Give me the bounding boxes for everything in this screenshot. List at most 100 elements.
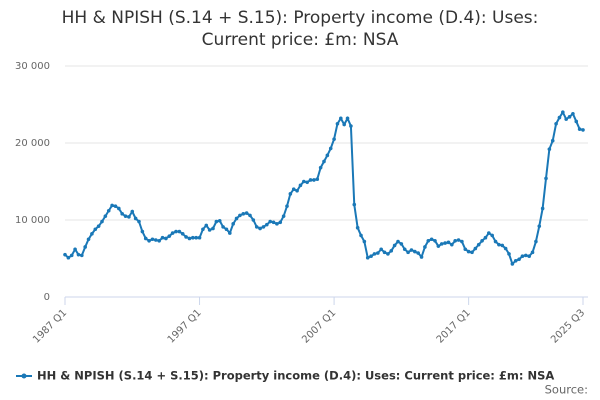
point — [180, 232, 185, 236]
point — [127, 215, 131, 219]
point — [402, 247, 407, 252]
point — [480, 238, 484, 243]
point — [487, 231, 491, 235]
point — [433, 238, 437, 243]
point — [439, 242, 444, 246]
point — [187, 236, 192, 241]
point — [510, 262, 515, 266]
point — [413, 249, 417, 254]
y-tick-label: 20 000 — [15, 138, 50, 149]
point — [312, 178, 316, 182]
point — [517, 257, 521, 262]
x-tick-label: 2007 Q1 — [300, 307, 338, 345]
point — [389, 249, 394, 253]
point — [315, 177, 320, 181]
point — [399, 242, 404, 246]
point — [372, 252, 377, 256]
point — [244, 211, 249, 215]
point — [90, 232, 94, 236]
point — [423, 245, 427, 249]
point — [540, 206, 545, 211]
point — [143, 236, 148, 241]
point — [527, 254, 531, 258]
point — [416, 251, 420, 255]
point — [184, 235, 188, 239]
point — [355, 225, 360, 230]
point — [66, 255, 71, 260]
point — [241, 212, 246, 216]
point — [524, 253, 528, 258]
x-tick-label: 1987 Q1 — [31, 307, 69, 345]
point — [483, 235, 488, 240]
point — [376, 251, 380, 255]
point — [285, 204, 289, 208]
point — [278, 220, 283, 225]
point — [325, 153, 330, 158]
point — [191, 235, 195, 240]
point — [318, 165, 323, 170]
point — [352, 202, 357, 207]
point — [106, 208, 111, 213]
point — [500, 243, 505, 248]
point — [456, 238, 461, 242]
point — [369, 254, 373, 258]
point — [288, 192, 293, 196]
point — [298, 183, 303, 188]
point — [396, 239, 400, 244]
point — [345, 116, 350, 121]
point — [103, 214, 108, 218]
point — [248, 213, 252, 218]
point — [379, 247, 383, 252]
legend-label: HH & NPISH (S.14 + S.15): Property incom… — [37, 369, 554, 383]
point — [130, 209, 135, 214]
point — [174, 229, 178, 234]
point — [224, 227, 229, 232]
point — [123, 214, 128, 218]
point — [217, 218, 222, 223]
point — [258, 226, 262, 231]
point — [419, 255, 424, 259]
x-tick-label: 1997 Q1 — [166, 307, 204, 345]
point — [160, 235, 165, 240]
point — [460, 239, 464, 244]
point — [265, 222, 269, 227]
point — [308, 178, 313, 182]
point — [100, 219, 104, 224]
point — [564, 117, 568, 121]
point — [409, 248, 414, 252]
point — [470, 250, 474, 255]
point — [154, 238, 158, 242]
point — [359, 233, 363, 238]
point — [453, 238, 457, 243]
point — [275, 222, 279, 226]
point — [221, 225, 225, 229]
point — [197, 235, 202, 240]
point — [120, 212, 124, 216]
point — [577, 127, 582, 131]
point — [450, 242, 454, 247]
chart-title: Current price: £m: NSA — [202, 30, 399, 50]
point — [406, 250, 410, 255]
point — [544, 176, 548, 181]
point — [147, 238, 151, 243]
point — [254, 225, 259, 229]
point — [281, 214, 286, 218]
point — [466, 249, 471, 254]
point — [550, 138, 555, 143]
point — [302, 179, 306, 184]
y-tick-label: 30 000 — [15, 61, 50, 72]
point — [513, 259, 518, 263]
point — [231, 222, 235, 226]
point — [157, 238, 161, 243]
point — [557, 115, 562, 120]
point — [271, 220, 276, 225]
point — [534, 239, 538, 244]
point — [328, 146, 333, 151]
point — [581, 128, 585, 132]
point — [305, 180, 309, 185]
point — [537, 224, 542, 228]
point — [493, 239, 498, 244]
point — [69, 253, 74, 258]
point — [214, 219, 219, 224]
point — [268, 219, 272, 224]
